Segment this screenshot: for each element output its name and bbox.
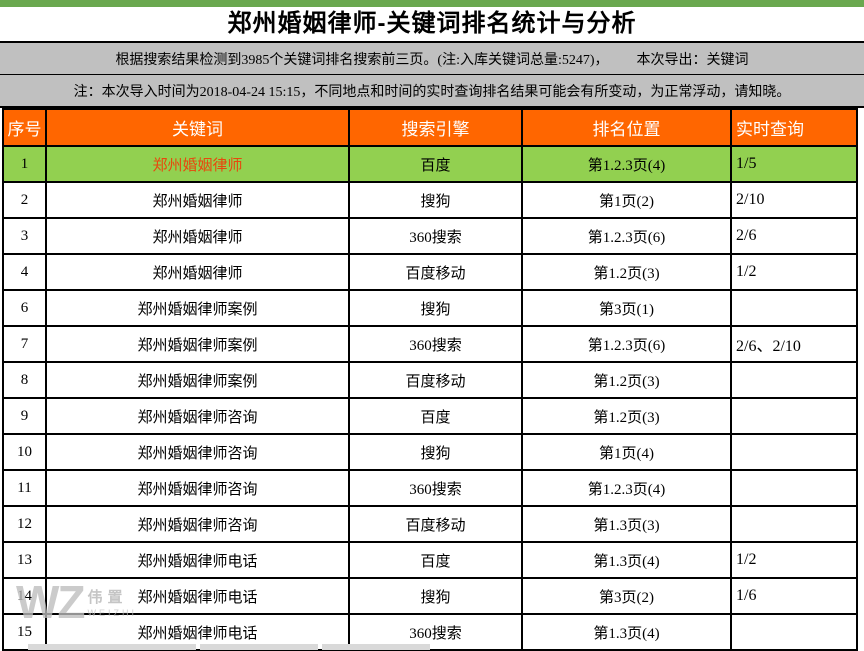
keyword-rank-table: 序号 关键词 搜索引擎 排名位置 实时查询 1 郑州婚姻律师 百度 第1.2.3… bbox=[2, 108, 858, 651]
rank-cell: 第1.2页(3) bbox=[521, 361, 732, 399]
keyword-cell: 郑州婚姻律师案例 bbox=[45, 325, 350, 363]
seq-cell: 7 bbox=[2, 325, 47, 363]
keyword-cell: 郑州婚姻律师咨询 bbox=[45, 505, 350, 543]
partial-cell bbox=[322, 644, 430, 650]
engine-cell: 百度 bbox=[348, 397, 523, 435]
page-title: 郑州婚姻律师-关键词排名统计与分析 bbox=[0, 7, 864, 43]
header-live: 实时查询 bbox=[730, 108, 858, 147]
seq-cell: 15 bbox=[2, 613, 47, 651]
engine-cell: 搜狗 bbox=[348, 433, 523, 471]
rank-cell: 第1.2.3页(4) bbox=[521, 469, 732, 507]
rank-cell: 第1.3页(4) bbox=[521, 541, 732, 579]
rank-cell: 第1.3页(4) bbox=[521, 613, 732, 651]
keyword-cell: 郑州婚姻律师 bbox=[45, 217, 350, 255]
table-row: 6 郑州婚姻律师案例 搜狗 第3页(1) bbox=[2, 289, 858, 327]
keyword-cell: 郑州婚姻律师咨询 bbox=[45, 469, 350, 507]
live-cell: 1/2 bbox=[730, 541, 858, 579]
table-row: 10 郑州婚姻律师咨询 搜狗 第1页(4) bbox=[2, 433, 858, 471]
live-cell: 1/6 bbox=[730, 577, 858, 615]
rank-cell: 第1.2.3页(6) bbox=[521, 217, 732, 255]
table-row: 14 郑州婚姻律师电话 搜狗 第3页(2) 1/6 bbox=[2, 577, 858, 615]
live-cell bbox=[730, 469, 858, 507]
rank-cell: 第3页(1) bbox=[521, 289, 732, 327]
header-seq: 序号 bbox=[2, 108, 47, 147]
seq-cell: 2 bbox=[2, 181, 47, 219]
rank-cell: 第1.2页(3) bbox=[521, 397, 732, 435]
engine-cell: 搜狗 bbox=[348, 181, 523, 219]
table-row: 12 郑州婚姻律师咨询 百度移动 第1.3页(3) bbox=[2, 505, 858, 543]
keyword-cell: 郑州婚姻律师电话 bbox=[45, 541, 350, 579]
rank-cell: 第1.2.3页(6) bbox=[521, 325, 732, 363]
engine-cell: 百度 bbox=[348, 145, 523, 183]
live-cell: 1/5 bbox=[730, 145, 858, 183]
table-row: 7 郑州婚姻律师案例 360搜索 第1.2.3页(6) 2/6、2/10 bbox=[2, 325, 858, 363]
engine-cell: 搜狗 bbox=[348, 289, 523, 327]
live-cell bbox=[730, 289, 858, 327]
partial-cell bbox=[28, 644, 196, 650]
rank-cell: 第1.3页(3) bbox=[521, 505, 732, 543]
seq-cell: 3 bbox=[2, 217, 47, 255]
live-cell bbox=[730, 397, 858, 435]
table-row: 2 郑州婚姻律师 搜狗 第1页(2) 2/10 bbox=[2, 181, 858, 219]
header-engine: 搜索引擎 bbox=[348, 108, 523, 147]
seq-cell: 11 bbox=[2, 469, 47, 507]
table-row: 11 郑州婚姻律师咨询 360搜索 第1.2.3页(4) bbox=[2, 469, 858, 507]
engine-cell: 360搜索 bbox=[348, 469, 523, 507]
live-cell bbox=[730, 361, 858, 399]
seq-cell: 1 bbox=[2, 145, 47, 183]
seq-cell: 6 bbox=[2, 289, 47, 327]
seq-cell: 9 bbox=[2, 397, 47, 435]
seq-cell: 13 bbox=[2, 541, 47, 579]
seq-cell: 10 bbox=[2, 433, 47, 471]
note-summary: 根据搜索结果检测到3985个关键词排名搜索前三页。(注:入库关键词总量:5247… bbox=[0, 43, 864, 75]
header-keyword: 关键词 bbox=[45, 108, 350, 147]
rank-cell: 第1页(2) bbox=[521, 181, 732, 219]
keyword-cell: 郑州婚姻律师 bbox=[45, 181, 350, 219]
partial-cell bbox=[200, 644, 318, 650]
rank-cell: 第3页(2) bbox=[521, 577, 732, 615]
table-row: 13 郑州婚姻律师电话 百度 第1.3页(4) 1/2 bbox=[2, 541, 858, 579]
keyword-cell: 郑州婚姻律师咨询 bbox=[45, 397, 350, 435]
engine-cell: 百度 bbox=[348, 541, 523, 579]
keyword-cell: 郑州婚姻律师 bbox=[45, 145, 350, 183]
table-row: 9 郑州婚姻律师咨询 百度 第1.2页(3) bbox=[2, 397, 858, 435]
live-cell: 2/6、2/10 bbox=[730, 325, 858, 363]
live-cell bbox=[730, 505, 858, 543]
seq-cell: 12 bbox=[2, 505, 47, 543]
live-cell: 2/10 bbox=[730, 181, 858, 219]
rank-cell: 第1.2.3页(4) bbox=[521, 145, 732, 183]
keyword-cell: 郑州婚姻律师咨询 bbox=[45, 433, 350, 471]
live-cell: 2/6 bbox=[730, 217, 858, 255]
keyword-cell: 郑州婚姻律师 bbox=[45, 253, 350, 291]
keyword-cell: 郑州婚姻律师电话 bbox=[45, 577, 350, 615]
engine-cell: 百度移动 bbox=[348, 505, 523, 543]
engine-cell: 360搜索 bbox=[348, 325, 523, 363]
live-cell bbox=[730, 613, 858, 651]
engine-cell: 百度移动 bbox=[348, 361, 523, 399]
engine-cell: 百度移动 bbox=[348, 253, 523, 291]
header-rank: 排名位置 bbox=[521, 108, 732, 147]
seq-cell: 4 bbox=[2, 253, 47, 291]
seq-cell: 8 bbox=[2, 361, 47, 399]
engine-cell: 360搜索 bbox=[348, 217, 523, 255]
table-row: 15 郑州婚姻律师电话 360搜索 第1.3页(4) bbox=[2, 613, 858, 651]
table-row: 1 郑州婚姻律师 百度 第1.2.3页(4) 1/5 bbox=[2, 145, 858, 183]
top-green-strip bbox=[0, 0, 864, 7]
keyword-cell: 郑州婚姻律师案例 bbox=[45, 289, 350, 327]
partial-next-row bbox=[28, 644, 430, 650]
seq-cell: 14 bbox=[2, 577, 47, 615]
note-import-time: 注：本次导入时间为2018-04-24 15:15，不同地点和时间的实时查询排名… bbox=[0, 75, 864, 108]
table-row: 4 郑州婚姻律师 百度移动 第1.2页(3) 1/2 bbox=[2, 253, 858, 291]
table-row: 8 郑州婚姻律师案例 百度移动 第1.2页(3) bbox=[2, 361, 858, 399]
live-cell: 1/2 bbox=[730, 253, 858, 291]
rank-cell: 第1页(4) bbox=[521, 433, 732, 471]
rank-cell: 第1.2页(3) bbox=[521, 253, 732, 291]
table-header-row: 序号 关键词 搜索引擎 排名位置 实时查询 bbox=[2, 108, 858, 147]
engine-cell: 搜狗 bbox=[348, 577, 523, 615]
table-row: 3 郑州婚姻律师 360搜索 第1.2.3页(6) 2/6 bbox=[2, 217, 858, 255]
live-cell bbox=[730, 433, 858, 471]
keyword-cell: 郑州婚姻律师案例 bbox=[45, 361, 350, 399]
